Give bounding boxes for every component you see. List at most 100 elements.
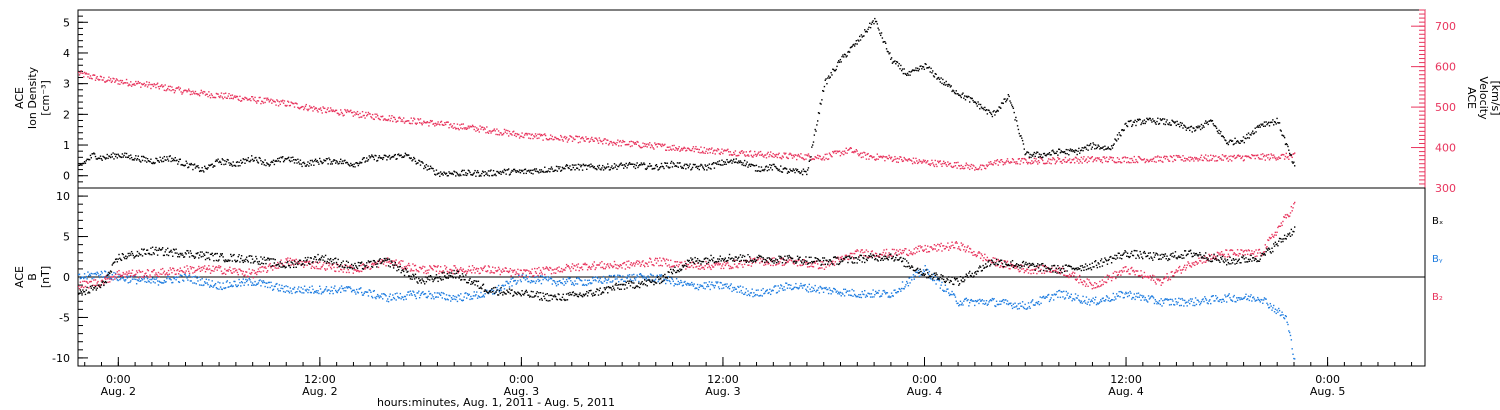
velocity-point — [1090, 156, 1093, 159]
density-point — [921, 65, 924, 68]
velocity-point — [348, 111, 350, 113]
density-point — [119, 156, 122, 158]
by-point — [412, 290, 414, 292]
velocity-point — [1157, 155, 1159, 157]
bz-point — [347, 269, 349, 271]
velocity-point — [280, 100, 282, 102]
density-point — [683, 164, 685, 167]
bz-point — [421, 267, 423, 269]
by-point — [190, 280, 192, 282]
by-point — [638, 273, 641, 276]
velocity-point — [977, 168, 979, 171]
velocity-point — [1272, 157, 1274, 159]
velocity-point — [450, 123, 452, 125]
density-point — [240, 159, 242, 162]
velocity-point — [762, 155, 764, 157]
velocity-point — [653, 148, 655, 150]
by-point — [1167, 299, 1169, 301]
by-point — [1009, 303, 1011, 305]
velocity-point — [423, 120, 425, 122]
velocity-point — [166, 89, 168, 91]
density-point — [210, 163, 213, 166]
by-point — [682, 284, 685, 286]
velocity-point — [406, 120, 408, 122]
density-point — [733, 161, 736, 164]
by-point — [527, 280, 529, 283]
by-point — [1093, 302, 1095, 304]
velocity-point — [1265, 155, 1267, 157]
by-point — [579, 279, 581, 281]
density-point — [167, 158, 169, 160]
velocity-point — [1031, 160, 1033, 162]
velocity-point — [188, 88, 190, 90]
by-point — [603, 280, 606, 282]
density-point — [532, 173, 534, 175]
density-point — [855, 40, 858, 42]
velocity-point — [224, 96, 226, 98]
velocity-point — [783, 152, 785, 154]
bz-point — [297, 260, 299, 263]
bz-point — [435, 270, 438, 272]
velocity-point — [356, 110, 359, 113]
by-point — [216, 288, 218, 290]
bz-point — [345, 271, 348, 274]
bz-point — [244, 274, 246, 276]
bz-point — [240, 269, 242, 272]
velocity-point — [1019, 163, 1021, 165]
by-point — [1121, 292, 1124, 294]
velocity-point — [803, 158, 805, 161]
by-point — [1008, 302, 1010, 305]
velocity-point — [1236, 156, 1238, 158]
by-point — [172, 277, 175, 279]
bz-point — [150, 276, 152, 278]
bz-point — [308, 260, 311, 263]
by-point — [1267, 307, 1270, 309]
density-point — [804, 170, 806, 173]
velocity-point — [1126, 156, 1129, 159]
density-point — [469, 171, 471, 174]
velocity-point — [1131, 157, 1133, 160]
by-point — [623, 280, 626, 282]
density-point — [963, 95, 966, 97]
density-point — [209, 164, 212, 166]
by-point — [1164, 298, 1167, 300]
bz-point — [188, 270, 190, 273]
by-point — [1100, 299, 1102, 301]
density-point — [734, 161, 737, 163]
velocity-point — [686, 149, 688, 152]
density-point — [88, 158, 90, 161]
velocity-point — [543, 133, 545, 136]
velocity-point — [505, 129, 507, 132]
density-point — [397, 153, 400, 155]
by-point — [140, 277, 143, 280]
velocity-point — [937, 161, 940, 164]
bz-point — [169, 267, 171, 269]
velocity-point — [742, 152, 744, 154]
velocity-point — [1013, 161, 1015, 163]
bz-point — [186, 265, 188, 267]
by-point — [285, 285, 287, 287]
density-point — [380, 157, 382, 159]
velocity-point — [1251, 154, 1253, 156]
bz-point — [414, 264, 417, 267]
by-point — [1119, 296, 1121, 298]
bz-point — [262, 270, 265, 272]
density-point — [307, 161, 309, 163]
density-point — [820, 103, 822, 105]
density-point — [654, 167, 656, 170]
velocity-point — [916, 160, 918, 162]
by-point — [985, 299, 988, 302]
density-point — [815, 130, 817, 132]
density-point — [811, 144, 814, 146]
density-point — [467, 169, 470, 171]
density-point — [553, 170, 555, 172]
density-point — [329, 158, 331, 161]
velocity-point — [380, 115, 382, 118]
velocity-point — [761, 153, 763, 155]
velocity-point — [921, 162, 923, 164]
density-point — [1187, 127, 1189, 129]
velocity-point — [1010, 161, 1013, 164]
density-point — [1105, 148, 1108, 150]
velocity-point — [1022, 161, 1025, 164]
velocity-point — [284, 104, 286, 107]
